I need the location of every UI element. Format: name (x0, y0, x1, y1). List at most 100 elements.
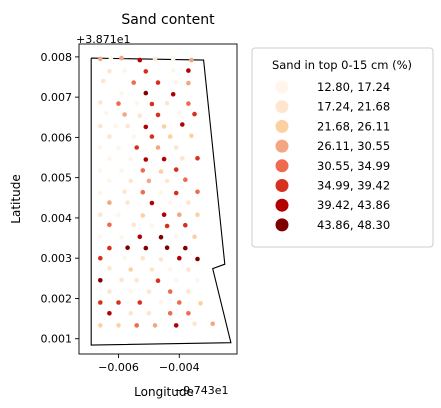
sample-point (170, 68, 176, 73)
sample-point (195, 156, 200, 161)
sample-point (116, 300, 121, 305)
sample-point (189, 57, 194, 63)
sample-point (98, 323, 103, 328)
sample-point (164, 100, 170, 106)
sample-point (152, 323, 158, 328)
sample-point (107, 134, 112, 139)
sample-point (149, 200, 155, 206)
sample-point (98, 278, 103, 283)
sample-point (167, 134, 173, 139)
legend: Sand in top 0-15 cm (%) 12.80, 17.24 17.2… (251, 47, 434, 248)
sample-point (161, 124, 167, 129)
chart-title: Sand content (121, 12, 215, 28)
sample-point (119, 234, 124, 240)
sample-point (161, 212, 167, 217)
sample-point (119, 277, 124, 283)
sample-point (189, 133, 194, 139)
sample-point (149, 101, 155, 107)
x-tick-label: −0.004 (159, 361, 200, 374)
y-tick-label: 0.002 (41, 292, 73, 305)
sample-point (101, 78, 106, 84)
sample-point (122, 68, 127, 73)
sample-point (180, 156, 185, 161)
sample-point (155, 112, 161, 118)
sample-point (143, 245, 149, 251)
sample-point (195, 212, 200, 217)
x-tick-label: −0.006 (98, 361, 139, 374)
sample-point (107, 222, 112, 228)
sample-point (140, 168, 146, 173)
sample-point (140, 213, 146, 218)
sample-point (167, 311, 173, 316)
sample-point (170, 56, 176, 62)
sample-point (116, 212, 121, 217)
sample-point (98, 168, 103, 173)
sample-point (122, 189, 127, 195)
legend-swatch (275, 119, 289, 133)
legend-swatch (275, 100, 289, 114)
legend-label: 30.55, 34.99 (317, 159, 390, 173)
sample-point (107, 245, 112, 251)
sample-point (146, 178, 152, 184)
y-tick-label: 0.004 (41, 212, 73, 225)
x-axis-ticks: −0.006 −0.004 (98, 354, 200, 374)
sample-point (137, 57, 143, 63)
sample-point (131, 222, 136, 228)
sample-point (186, 289, 191, 294)
sample-point (128, 311, 133, 316)
y-tick-label: 0.007 (41, 91, 73, 104)
sample-point (137, 113, 143, 118)
legend-swatch (275, 159, 289, 173)
sample-point (186, 101, 191, 106)
sample-point (122, 112, 127, 117)
legend-label: 26.11, 30.55 (317, 139, 390, 153)
sample-point (195, 256, 200, 262)
sample-point (107, 156, 112, 161)
y-tick-label: 0.001 (41, 333, 73, 346)
sample-point (164, 178, 170, 184)
sample-point (183, 177, 188, 182)
legend-label: 12.80, 17.24 (317, 80, 390, 94)
sample-point (146, 289, 152, 294)
sample-point (107, 178, 112, 184)
legend-label: 39.42, 43.86 (317, 198, 390, 212)
sample-point (177, 212, 182, 217)
sample-point (167, 200, 173, 205)
sample-point (107, 68, 112, 74)
sample-point (134, 100, 139, 106)
y-axis-label: Latitude (9, 174, 23, 223)
sample-point (107, 311, 112, 316)
sample-point (164, 223, 170, 229)
legend-label: 17.24, 21.68 (317, 100, 390, 114)
sample-point (152, 56, 158, 62)
sample-point (149, 134, 155, 139)
legend-label: 21.68, 26.11 (317, 119, 390, 133)
x-axis-label: Longitude (134, 385, 194, 399)
field-boundary (90, 57, 232, 346)
sample-point (107, 265, 112, 271)
sample-point (161, 156, 167, 162)
sample-point (143, 124, 149, 130)
sample-point (107, 200, 112, 205)
sample-point (98, 123, 103, 129)
sample-point (195, 278, 200, 283)
sample-point (158, 234, 164, 240)
sample-points (98, 55, 215, 328)
sample-point (186, 311, 191, 316)
sample-point (183, 245, 188, 251)
sample-point (158, 169, 164, 174)
sample-point (177, 300, 182, 305)
y-tick-label: 0.003 (41, 252, 73, 265)
y-tick-label: 0.008 (41, 51, 73, 64)
sample-point (143, 157, 149, 162)
sample-point (108, 56, 114, 61)
sample-point (155, 145, 161, 150)
sample-point (131, 80, 136, 85)
sample-point (134, 278, 139, 283)
sample-point (140, 189, 146, 195)
sample-point (192, 234, 197, 240)
sample-point (180, 122, 185, 127)
sample-point (192, 111, 197, 117)
legend-swatch (275, 218, 289, 232)
